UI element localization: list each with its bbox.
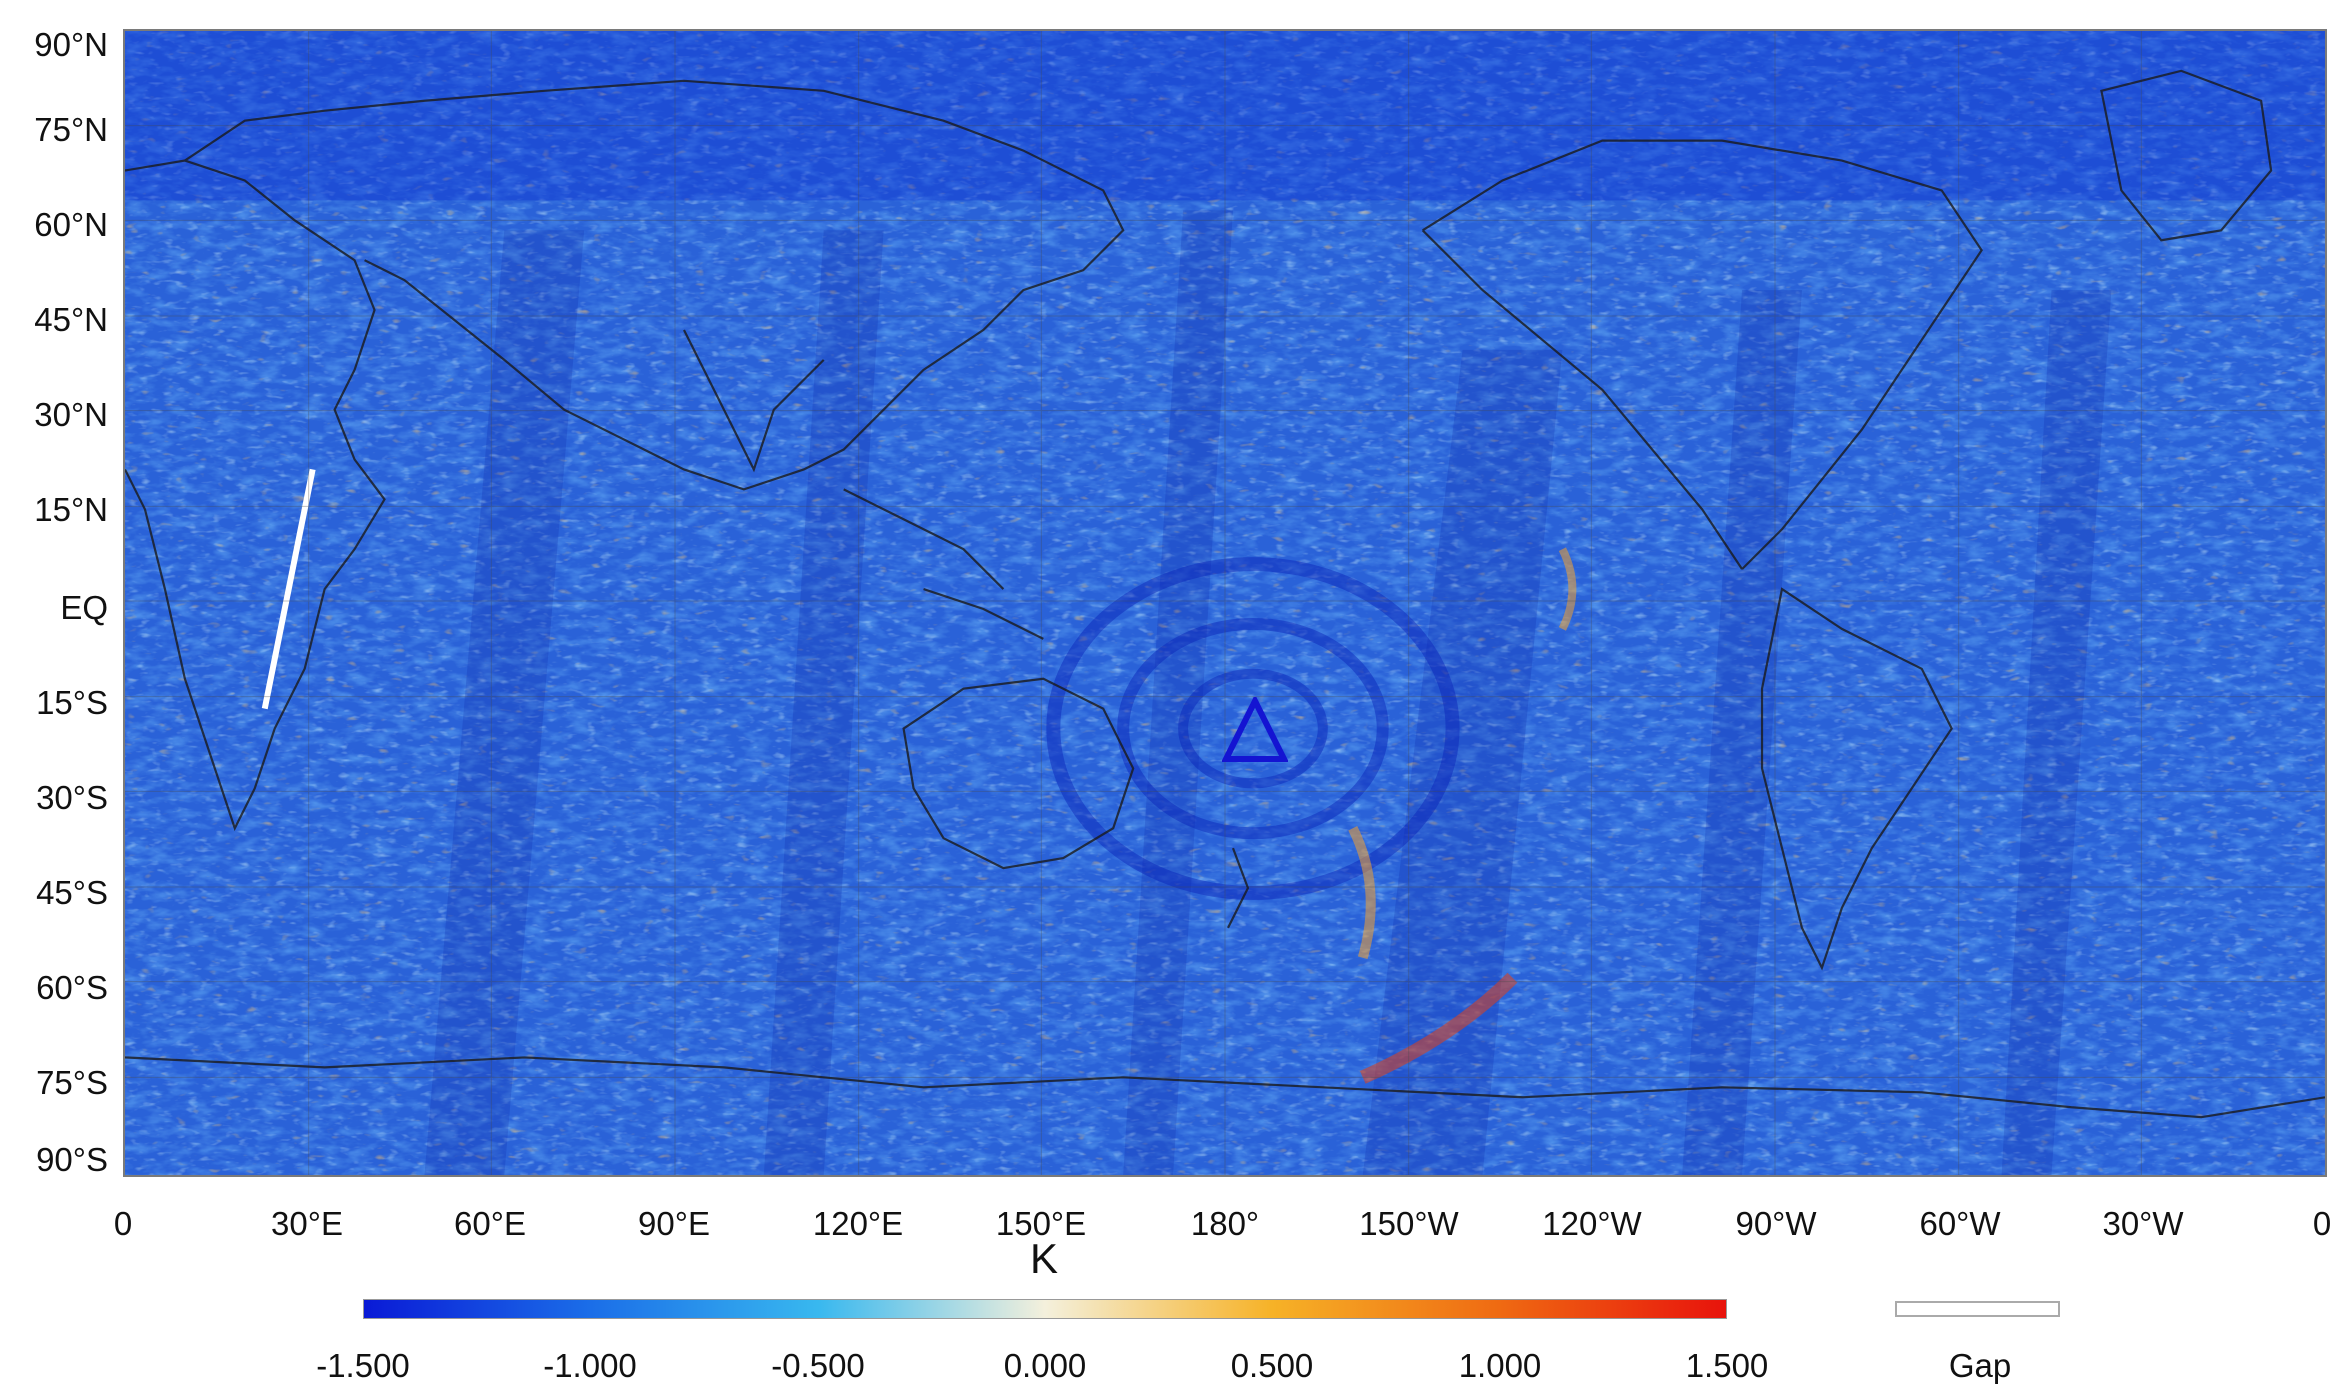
- lon-label-90w: 90°W: [1735, 1205, 1817, 1242]
- lat-label-60s: 60°S: [36, 969, 108, 1006]
- data-gap-streak: [261, 468, 316, 710]
- lat-label-15n: 15°N: [34, 491, 108, 528]
- map-panel: [123, 29, 2327, 1177]
- swath-stripes: [424, 210, 2112, 1175]
- triangle-marker-icon: [1222, 697, 1288, 762]
- lon-label-90e: 90°E: [638, 1205, 710, 1242]
- colorbar-tick: -1.000: [543, 1347, 637, 1384]
- coastlines: [125, 69, 2325, 1119]
- anomaly-texture-warm: [125, 31, 2325, 1175]
- triangle-marker-shape: [1222, 697, 1288, 762]
- lat-label-90s: 90°S: [36, 1141, 108, 1178]
- lon-label-120e: 120°E: [812, 1205, 904, 1242]
- lat-label-30s: 30°S: [36, 779, 108, 816]
- lon-label-0-east-edge: 0: [2312, 1205, 2332, 1242]
- gap-legend-swatch: [1895, 1301, 2060, 1317]
- lat-label-75s: 75°S: [36, 1064, 108, 1101]
- lon-label-120w: 120°W: [1542, 1205, 1642, 1242]
- colorbar-tick: 0.000: [1003, 1347, 1087, 1384]
- map-canvas: [125, 31, 2325, 1175]
- lon-label-0-west-edge: 0: [113, 1205, 133, 1242]
- colorbar-tick: 0.500: [1230, 1347, 1314, 1384]
- lat-label-90n: 90°N: [34, 26, 108, 63]
- lon-label-180: 180°: [1190, 1205, 1260, 1242]
- graticule: [125, 31, 2325, 1175]
- colorbar-tick: 1.500: [1685, 1347, 1769, 1384]
- arctic-band: [125, 31, 2325, 201]
- lat-label-75n: 75°N: [34, 111, 108, 148]
- lat-label-45s: 45°S: [36, 874, 108, 911]
- cyclone-rings: [1046, 557, 1460, 900]
- lat-label-15s: 15°S: [36, 684, 108, 721]
- colorbar-tick: -1.500: [316, 1347, 410, 1384]
- lon-label-60w: 60°W: [1919, 1205, 2001, 1242]
- lon-label-30w: 30°W: [2102, 1205, 2184, 1242]
- warm-streaks: [1348, 547, 1577, 1084]
- colorbar-tick: 1.000: [1458, 1347, 1542, 1384]
- colorbar-tick: -0.500: [771, 1347, 865, 1384]
- units-label: K: [1029, 1235, 1059, 1282]
- lon-label-150w: 150°W: [1359, 1205, 1459, 1242]
- lat-label-45n: 45°N: [34, 301, 108, 338]
- lon-label-30e: 30°E: [271, 1205, 343, 1242]
- lat-label-30n: 30°N: [34, 396, 108, 433]
- colorbar: [363, 1299, 1727, 1319]
- gap-legend-label: Gap: [1948, 1347, 2012, 1384]
- lat-label-60n: 60°N: [34, 206, 108, 243]
- lon-label-60e: 60°E: [454, 1205, 526, 1242]
- lon-label-150e: 150°E: [995, 1205, 1087, 1242]
- lat-label-eq: EQ: [60, 589, 108, 626]
